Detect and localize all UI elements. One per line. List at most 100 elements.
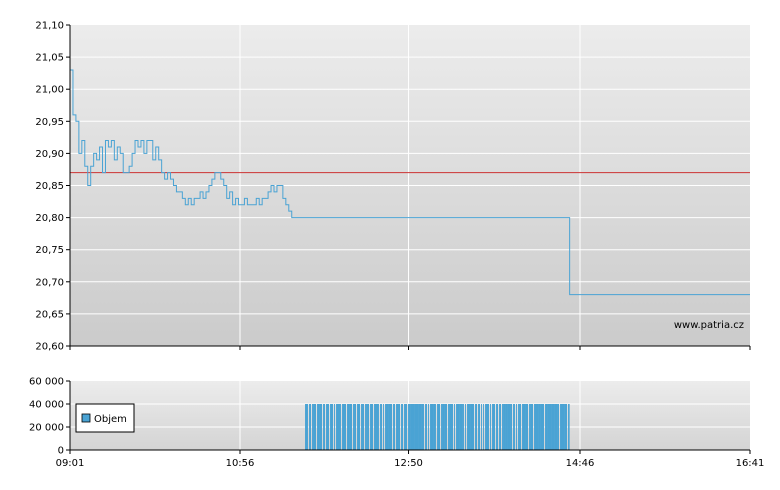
volume-bar [545, 404, 548, 450]
volume-bar [309, 404, 312, 450]
volume-bar [401, 404, 404, 450]
price-y-tick-label: 20,85 [35, 181, 64, 192]
volume-bar [441, 404, 443, 450]
volume-bar [396, 404, 399, 450]
volume-bar [538, 404, 541, 450]
volume-bar [442, 404, 445, 450]
volume-bar [323, 404, 326, 450]
volume-bar [383, 404, 385, 450]
volume-x-axis: 09:01 10:56 12:50 14:46 16:41 [56, 450, 765, 469]
volume-bar [516, 404, 518, 450]
legend: Objem [75, 403, 135, 433]
volume-bar [430, 404, 434, 450]
volume-bar [519, 404, 522, 450]
volume-bar [505, 404, 508, 450]
volume-bar [540, 404, 545, 450]
volume-bar [374, 404, 379, 450]
volume-bar [347, 404, 350, 450]
volume-bar [529, 404, 531, 450]
volume-bar [361, 404, 363, 450]
volume-bar [449, 404, 454, 450]
volume-y-tick-label: 40 000 [29, 400, 64, 411]
volume-bar [483, 404, 485, 450]
volume-y-tick-label: 20 000 [29, 423, 64, 434]
price-y-tick-label: 20,60 [35, 342, 64, 353]
volume-bar [502, 404, 504, 450]
volume-bar [437, 404, 441, 450]
volume-bar [336, 404, 341, 450]
x-tick-label: 16:41 [736, 458, 765, 469]
volume-bar [503, 404, 506, 450]
volume-bar [534, 404, 539, 450]
volume-bar [459, 404, 463, 450]
volume-bar [428, 404, 430, 450]
volume-bar [319, 404, 323, 450]
volume-bar [456, 404, 460, 450]
volume-bar [518, 404, 520, 450]
volume-bar [467, 404, 471, 450]
price-y-tick-label: 20,75 [35, 245, 64, 256]
volume-bar [398, 404, 401, 450]
watermark: www.patria.cz [674, 320, 744, 331]
volume-bar [313, 404, 317, 450]
volume-bar [366, 404, 368, 450]
price-y-tick-label: 20,65 [35, 309, 64, 320]
volume-bar [551, 404, 555, 450]
legend-swatch [81, 413, 91, 423]
volume-bar [349, 404, 353, 450]
price-y-tick-label: 20,95 [35, 117, 64, 128]
volume-bar [307, 404, 309, 450]
volume-bar [485, 404, 490, 450]
volume-bar [365, 404, 367, 450]
volume-bar [340, 404, 342, 450]
price-y-tick-label: 21,05 [35, 53, 64, 64]
price-y-tick-label: 20,80 [35, 213, 64, 224]
volume-bar [510, 404, 513, 450]
volume-bar [499, 404, 502, 450]
volume-bar [530, 404, 534, 450]
volume-bar [317, 404, 320, 450]
volume-bar [514, 404, 516, 450]
volume-bar [362, 404, 365, 450]
volume-bar [378, 404, 380, 450]
price-x-axis [69, 346, 751, 350]
volume-bar [305, 404, 308, 450]
volume-bar [463, 404, 465, 450]
volume-bar [564, 404, 568, 450]
x-tick-label: 12:50 [394, 458, 423, 469]
volume-bar [492, 404, 496, 450]
volume-bar [478, 404, 481, 450]
x-tick-label: 14:46 [566, 458, 595, 469]
volume-bar [353, 404, 355, 450]
volume-bar [414, 404, 419, 450]
volume-bar [465, 404, 467, 450]
volume-bar [312, 404, 314, 450]
volume-bar [507, 404, 511, 450]
volume-y-tick-label: 60 000 [29, 377, 64, 388]
volume-bar [410, 404, 415, 450]
x-tick-label: 10:56 [226, 458, 255, 469]
volume-bar [342, 404, 347, 450]
volume-bar [525, 404, 529, 450]
volume-bar [418, 404, 422, 450]
volume-bar [547, 404, 552, 450]
price-grid [70, 25, 750, 346]
volume-bar [496, 404, 499, 450]
volume-bar [326, 404, 330, 450]
volume-bar [388, 404, 393, 450]
volume-bar [370, 404, 374, 450]
volume-bar [444, 404, 448, 450]
volume-bar [554, 404, 558, 450]
volume-bar [330, 404, 334, 450]
price-y-tick-label: 20,70 [35, 277, 64, 288]
volume-bar [470, 404, 475, 450]
volume-bar [568, 404, 570, 450]
price-y-axis: 21,10 21,05 21,00 20,95 20,90 20,85 20,80 20,75… [35, 21, 70, 353]
volume-bar [393, 404, 396, 450]
volume-bar [560, 404, 565, 450]
volume-bar [448, 404, 450, 450]
volume-y-tick-label: 0 [58, 446, 64, 457]
price-y-tick-label: 20,90 [35, 149, 64, 160]
volume-bar [408, 404, 411, 450]
